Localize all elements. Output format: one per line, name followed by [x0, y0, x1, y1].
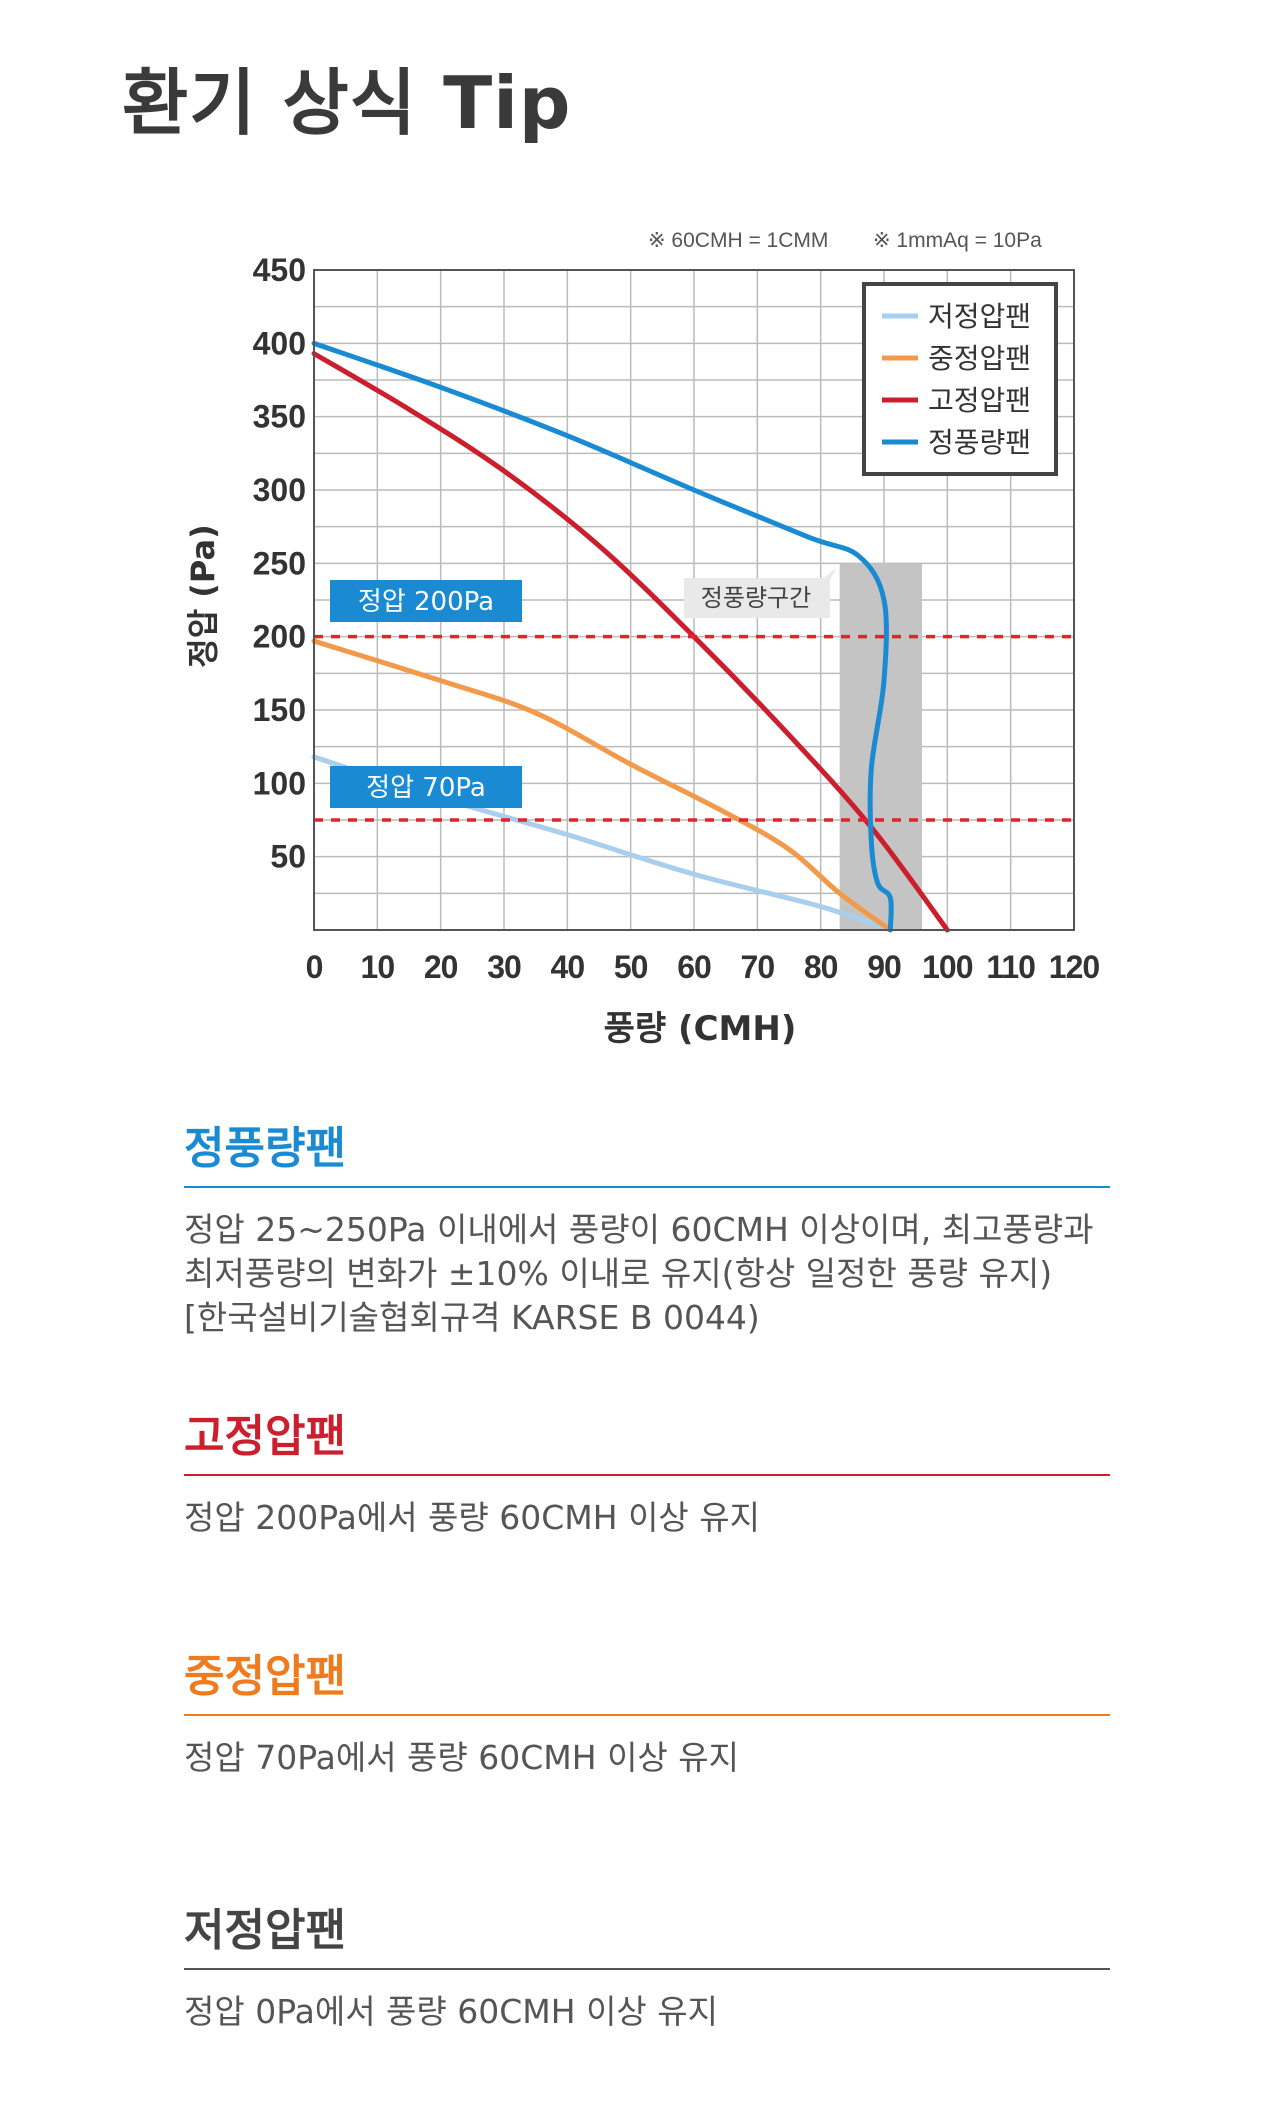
ref-tag-70-label: 정압 70Pa: [366, 773, 486, 803]
curve-medium-pressure-fan: [311, 638, 893, 933]
legend: 저정압팬 중정압팬 고정압팬 정풍량팬: [862, 282, 1058, 476]
x-tick-label: 30: [487, 949, 521, 985]
section-title: 저정압팬: [184, 1894, 1110, 1970]
y-tick-label: 250: [253, 545, 306, 581]
y-tick-label: 400: [253, 325, 306, 361]
x-tick-label: 70: [741, 949, 775, 985]
section-line: 정압 200Pa에서 풍량 60CMH 이상 유지: [184, 1498, 760, 1537]
x-tick-label: 90: [867, 949, 901, 985]
x-tick-labels: 0 10 20 30 40 50 60 70 80 90 100 110 120: [306, 949, 1101, 985]
curve-constant-airflow-fan: [311, 340, 894, 933]
ref-tag-200-label: 정압 200Pa: [358, 587, 494, 617]
x-tick-label: 110: [986, 949, 1035, 985]
band-callout-bg: [684, 568, 836, 618]
legend-label-low: 저정압팬: [928, 300, 1031, 333]
plot-frame: [313, 269, 1075, 931]
x-tick-label: 10: [361, 949, 395, 985]
unit-note-right: ※ 1mmAq = 10Pa: [873, 229, 1042, 252]
section-line: 정압 70Pa에서 풍량 60CMH 이상 유지: [184, 1738, 739, 1777]
x-tick-label: 20: [424, 949, 458, 985]
section-low-pressure-fan: 저정압팬 정압 0Pa에서 풍량 60CMH 이상 유지: [184, 1894, 1110, 2034]
y-tick-label: 350: [253, 399, 306, 435]
y-tick-labels: 50 100 150 200 250 300 350 400 450: [253, 252, 306, 875]
y-tick-label: 300: [253, 472, 306, 508]
x-tick-label: 80: [804, 949, 838, 985]
x-tick-label: 100: [922, 949, 973, 985]
y-axis-label: 정압 (Pa): [184, 524, 222, 667]
x-tick-label: 120: [1049, 949, 1100, 985]
x-tick-label: 50: [614, 949, 648, 985]
section-high-pressure-fan: 고정압팬 정압 200Pa에서 풍량 60CMH 이상 유지: [184, 1400, 1110, 1540]
section-line: 정압 25~250Pa 이내에서 풍량이 60CMH 이상이며, 최고풍량과: [184, 1210, 1094, 1249]
section-body: 정압 70Pa에서 풍량 60CMH 이상 유지: [184, 1736, 1110, 1780]
y-tick-label: 100: [253, 765, 306, 801]
legend-label-constant: 정풍량팬: [928, 426, 1031, 459]
section-line: 최저풍량의 변화가 ±10% 이내로 유지(항상 일정한 풍량 유지): [184, 1254, 1053, 1293]
section-body: 정압 0Pa에서 풍량 60CMH 이상 유지: [184, 1990, 1110, 2034]
fan-curve-chart: 50 100 150 200 250 300 350 400 450 0 10 20 30 40 50 60…: [184, 229, 1101, 1049]
section-line: [한국설비기술협회규격 KARSE B 0044): [184, 1298, 760, 1337]
section-body: 정압 25~250Pa 이내에서 풍량이 60CMH 이상이며, 최고풍량과 최…: [184, 1208, 1110, 1340]
band-callout-label: 정풍량구간: [701, 584, 811, 612]
section-medium-pressure-fan: 중정압팬 정압 70Pa에서 풍량 60CMH 이상 유지: [184, 1640, 1110, 1780]
ref-tag-70: 정압 70Pa: [330, 766, 522, 808]
x-tick-label: 60: [677, 949, 711, 985]
x-tick-label: 0: [306, 949, 323, 985]
legend-label-mid: 중정압팬: [928, 342, 1031, 375]
x-axis-label: 풍량 (CMH): [604, 1009, 797, 1049]
page-title: 환기 상식 Tip: [122, 61, 572, 145]
reference-lines: [314, 634, 1074, 822]
legend-label-high: 고정압팬: [928, 384, 1031, 417]
y-tick-label: 50: [270, 839, 306, 875]
section-body: 정압 200Pa에서 풍량 60CMH 이상 유지: [184, 1496, 1110, 1540]
y-tick-label: 450: [253, 252, 306, 288]
x-tick-label: 40: [551, 949, 585, 985]
ref-tag-200-bg: [330, 580, 522, 622]
section-title: 고정압팬: [184, 1400, 1110, 1476]
ref-tag-200: 정압 200Pa: [330, 580, 522, 622]
unit-note-left: ※ 60CMH = 1CMM: [648, 229, 828, 252]
y-tick-label: 200: [253, 619, 306, 655]
band-callout: 정풍량구간: [684, 568, 836, 618]
y-tick-label: 150: [253, 692, 306, 728]
section-line: 정압 0Pa에서 풍량 60CMH 이상 유지: [184, 1992, 719, 2031]
constant-airflow-band: [839, 563, 922, 930]
ref-tag-70-bg: [330, 766, 522, 808]
section-title: 정풍량팬: [184, 1112, 1110, 1188]
section-constant-airflow-fan: 정풍량팬 정압 25~250Pa 이내에서 풍량이 60CMH 이상이며, 최고…: [184, 1112, 1110, 1340]
section-title: 중정압팬: [184, 1640, 1110, 1716]
